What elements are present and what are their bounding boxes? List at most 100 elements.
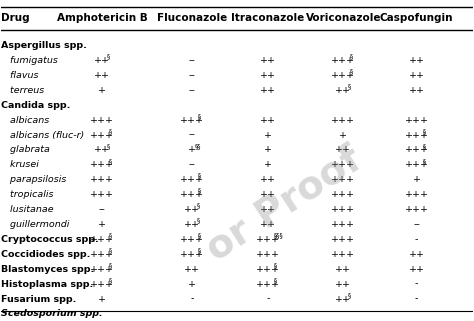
Text: §: § (348, 83, 351, 89)
Text: §: § (197, 217, 200, 223)
Text: §: § (109, 158, 111, 164)
Text: §: § (349, 53, 353, 59)
Text: +++: +++ (331, 56, 356, 65)
Text: §: § (109, 128, 111, 134)
Text: ++: ++ (260, 71, 276, 80)
Text: +++: +++ (91, 160, 114, 169)
Text: parapsilosis: parapsilosis (0, 175, 66, 184)
Text: Candida spp.: Candida spp. (0, 101, 70, 110)
Text: ++: ++ (260, 190, 276, 199)
Text: +++: +++ (91, 131, 114, 140)
Text: +++: +++ (255, 235, 280, 244)
Text: +: + (339, 131, 347, 140)
Text: Fluconazole: Fluconazole (157, 13, 227, 23)
Text: ++: ++ (335, 86, 351, 95)
Text: +++: +++ (255, 250, 280, 259)
Text: +++: +++ (405, 190, 428, 199)
Text: Voriconazole: Voriconazole (306, 13, 381, 23)
Text: +++: +++ (331, 220, 356, 229)
Text: +++: +++ (91, 265, 114, 274)
Text: +++: +++ (331, 190, 356, 199)
Text: Drug: Drug (0, 13, 29, 23)
Text: +++: +++ (91, 116, 114, 125)
Text: +++: +++ (91, 190, 114, 199)
Text: +++: +++ (331, 116, 356, 125)
Text: +++: +++ (255, 265, 280, 274)
Text: Aspergillus spp.: Aspergillus spp. (0, 41, 87, 50)
Text: terreus: terreus (0, 86, 44, 95)
Text: §§: §§ (195, 143, 201, 149)
Text: ++: ++ (260, 116, 276, 125)
Text: +++: +++ (331, 160, 356, 169)
Text: +++: +++ (180, 116, 204, 125)
Text: ++: ++ (184, 205, 200, 214)
Text: ++: ++ (409, 56, 425, 65)
Text: §: § (198, 232, 201, 239)
Text: Caspofungin: Caspofungin (380, 13, 453, 23)
Text: Blastomyces spp.: Blastomyces spp. (0, 265, 94, 274)
Text: ++: ++ (409, 86, 425, 95)
Text: albicans: albicans (0, 116, 49, 125)
Text: +++: +++ (91, 280, 114, 289)
Text: ++: ++ (409, 265, 425, 274)
Text: +++: +++ (180, 190, 204, 199)
Text: +++: +++ (405, 205, 428, 214)
Text: §: § (423, 128, 426, 134)
Text: Amphotericin B: Amphotericin B (57, 13, 148, 23)
Text: ++: ++ (260, 205, 276, 214)
Text: Itraconazole: Itraconazole (231, 13, 304, 23)
Text: +: + (188, 280, 196, 289)
Text: +: + (188, 145, 196, 154)
Text: ++: ++ (94, 71, 110, 80)
Text: +++: +++ (331, 235, 356, 244)
Text: Cryptococcus spp.: Cryptococcus spp. (0, 235, 99, 244)
Text: §: § (198, 247, 201, 253)
Text: +++: +++ (405, 160, 428, 169)
Text: +++: +++ (331, 71, 356, 80)
Text: --: -- (189, 56, 195, 65)
Text: flavus: flavus (0, 71, 38, 80)
Text: or Proof: or Proof (200, 140, 369, 268)
Text: +++: +++ (405, 145, 428, 154)
Text: §: § (109, 277, 111, 283)
Text: ++: ++ (94, 145, 110, 154)
Text: Scedosporium spp.: Scedosporium spp. (0, 309, 102, 318)
Text: ++: ++ (335, 295, 351, 304)
Text: --: -- (413, 220, 420, 229)
Text: §: § (423, 158, 426, 164)
Text: ++: ++ (409, 250, 425, 259)
Text: +++: +++ (255, 280, 280, 289)
Text: §: § (197, 203, 200, 209)
Text: +++: +++ (331, 205, 356, 214)
Text: ++: ++ (260, 56, 276, 65)
Text: ++: ++ (184, 265, 200, 274)
Text: Fusarium spp.: Fusarium spp. (0, 295, 76, 304)
Text: lusitanae: lusitanae (0, 205, 53, 214)
Text: §: § (348, 292, 351, 298)
Text: -: - (415, 235, 418, 244)
Text: §: § (349, 68, 353, 74)
Text: +++: +++ (405, 131, 428, 140)
Text: Histoplasma spp.: Histoplasma spp. (0, 280, 93, 289)
Text: --: -- (189, 86, 195, 95)
Text: ++: ++ (260, 175, 276, 184)
Text: fumigatus: fumigatus (0, 56, 57, 65)
Text: +: + (264, 145, 272, 154)
Text: glabrata: glabrata (0, 145, 50, 154)
Text: ++: ++ (335, 145, 351, 154)
Text: +: + (98, 86, 106, 95)
Text: §: § (109, 232, 111, 239)
Text: --: -- (189, 131, 195, 140)
Text: +: + (412, 175, 420, 184)
Text: +++: +++ (91, 250, 114, 259)
Text: Coccidiodes spp.: Coccidiodes spp. (0, 250, 90, 259)
Text: +++: +++ (180, 250, 204, 259)
Text: §: § (107, 53, 110, 59)
Text: --: -- (99, 205, 106, 214)
Text: +: + (98, 295, 106, 304)
Text: --: -- (189, 160, 195, 169)
Text: +++: +++ (331, 250, 356, 259)
Text: guillermondi: guillermondi (0, 220, 69, 229)
Text: ++: ++ (260, 86, 276, 95)
Text: tropicalis: tropicalis (0, 190, 53, 199)
